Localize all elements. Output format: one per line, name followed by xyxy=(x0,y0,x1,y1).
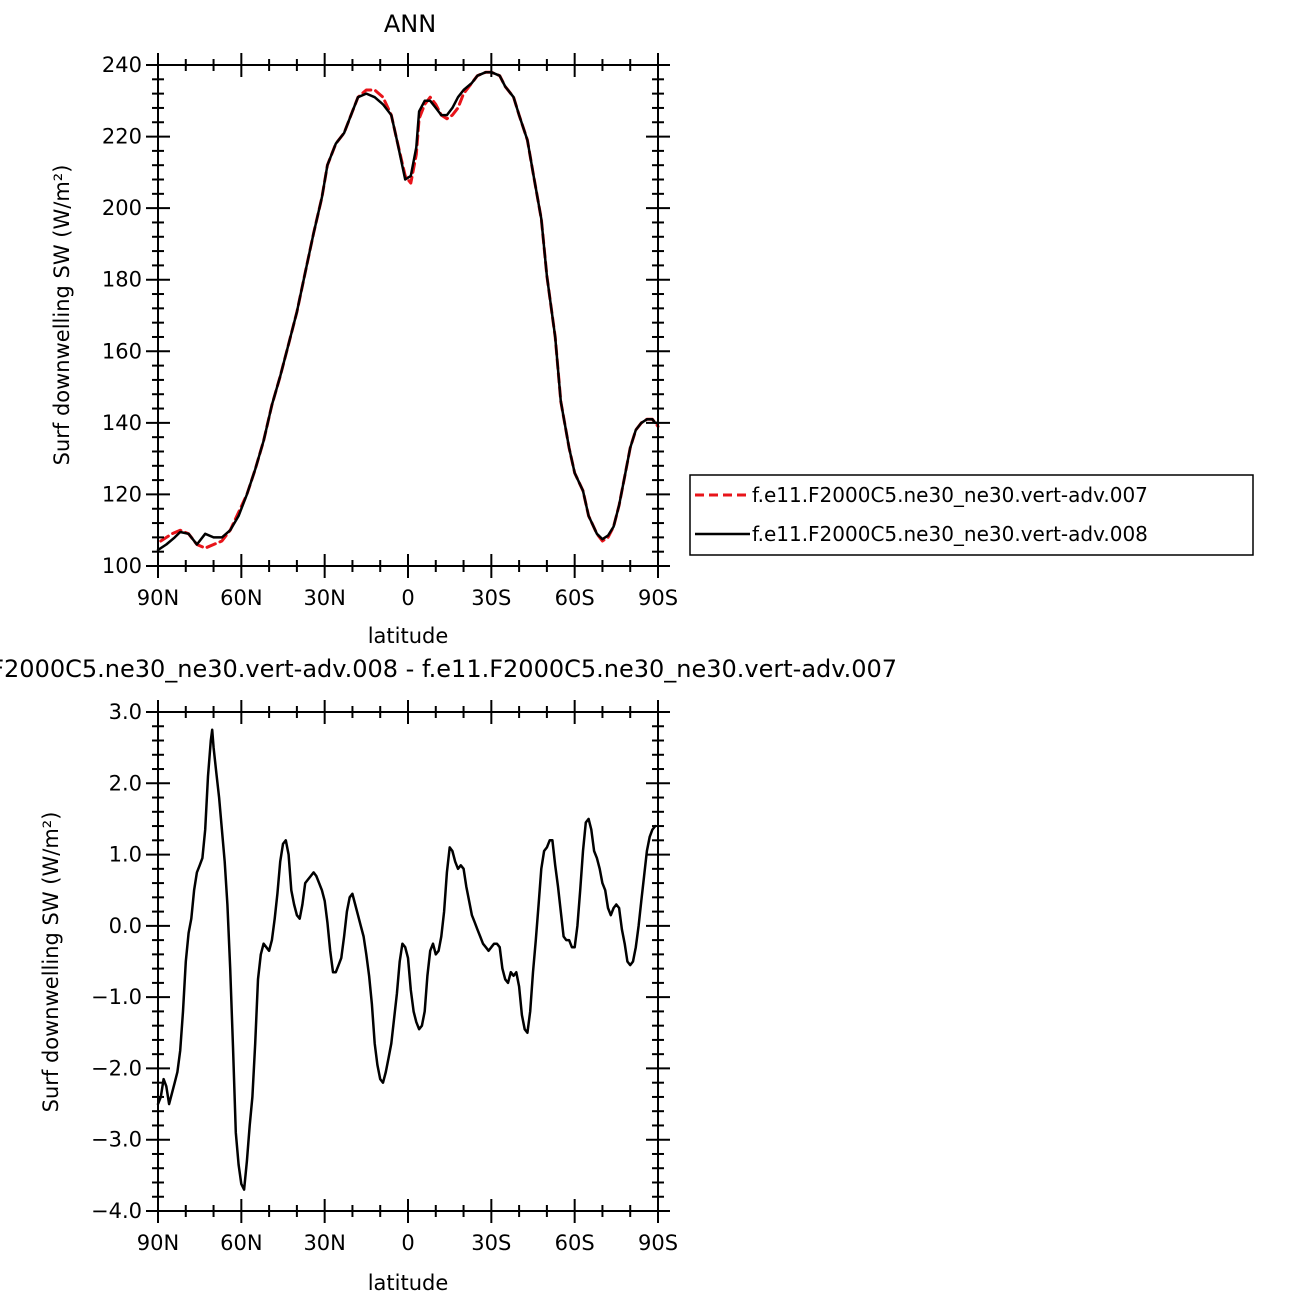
bottom-chart-title: f.e11.F2000C5.ne30_ne30.vert-adv.008 - f… xyxy=(0,655,897,683)
legend: f.e11.F2000C5.ne30_ne30.vert-adv.007 f.e… xyxy=(689,474,1254,556)
top-series-lines xyxy=(156,70,660,552)
top-series-line-2 xyxy=(156,70,660,552)
top-chart-title: ANN xyxy=(384,10,436,38)
bottom-x-tick-label: 30N xyxy=(303,1231,345,1255)
top-y-tick-label: 100 xyxy=(102,554,142,578)
top-ticks: 100 120 140 160 180 200 220 240 90N 60N 30N 0 30S 60S… xyxy=(102,53,678,610)
bottom-series-lines xyxy=(156,728,657,1191)
top-y-tick-label: 240 xyxy=(102,53,142,77)
bottom-y-tick-label: 1.0 xyxy=(109,843,142,867)
bottom-line-chart: f.e11.F2000C5.ne30_ne30.vert-adv.008 - f… xyxy=(0,655,897,1295)
bottom-y-tick-label: −2.0 xyxy=(91,1056,142,1080)
bottom-x-tick-label: 30S xyxy=(471,1231,511,1255)
bottom-x-tick-label: 90N xyxy=(137,1231,179,1255)
bottom-ticks: −4.0 −3.0 −2.0 −1.0 0.0 1.0 2.0 3.0 90N 60N 30N 0 30… xyxy=(91,700,678,1255)
legend-label-007: f.e11.F2000C5.ne30_ne30.vert-adv.007 xyxy=(752,483,1148,507)
bottom-y-tick-label: −4.0 xyxy=(91,1199,142,1223)
top-y-tick-label: 220 xyxy=(102,125,142,149)
bottom-y-tick-label: 0.0 xyxy=(109,914,142,938)
bottom-x-tick-label: 60S xyxy=(555,1231,595,1255)
bottom-y-tick-label: −3.0 xyxy=(91,1128,142,1152)
top-x-tick-label: 0 xyxy=(401,586,414,610)
top-y-axis-label: Surf downwelling SW (W/m²) xyxy=(50,165,74,466)
legend-label-008: f.e11.F2000C5.ne30_ne30.vert-adv.008 xyxy=(752,522,1148,546)
top-y-tick-label: 140 xyxy=(102,411,142,435)
bottom-x-tick-label: 0 xyxy=(401,1231,414,1255)
top-x-tick-label: 30N xyxy=(303,586,345,610)
bottom-y-tick-label: −1.0 xyxy=(91,985,142,1009)
bottom-y-tick-label: 2.0 xyxy=(109,771,142,795)
bottom-y-tick-label: 3.0 xyxy=(109,700,142,724)
top-y-tick-label: 180 xyxy=(102,268,142,292)
top-x-tick-label: 30S xyxy=(471,586,511,610)
top-y-tick-label: 200 xyxy=(102,196,142,220)
bottom-y-axis-label: Surf downwelling SW (W/m²) xyxy=(39,812,63,1113)
top-x-tick-label: 60S xyxy=(555,586,595,610)
top-x-tick-label: 90N xyxy=(137,586,179,610)
legend-box xyxy=(689,474,1254,556)
bottom-series-line-1 xyxy=(156,728,657,1191)
top-series-line-1 xyxy=(159,70,660,550)
top-y-tick-label: 120 xyxy=(102,482,142,506)
top-x-axis-label: latitude xyxy=(368,624,449,648)
bottom-x-tick-label: 90S xyxy=(638,1231,678,1255)
top-y-tick-label: 160 xyxy=(102,339,142,363)
bottom-x-tick-label: 60N xyxy=(220,1231,262,1255)
top-x-tick-label: 60N xyxy=(220,586,262,610)
top-x-tick-label: 90S xyxy=(638,586,678,610)
top-line-chart: ANN 100 120 140 160 180 200 220 240 90N 60N 30N 0 30… xyxy=(50,10,678,648)
bottom-x-axis-label: latitude xyxy=(368,1271,449,1295)
